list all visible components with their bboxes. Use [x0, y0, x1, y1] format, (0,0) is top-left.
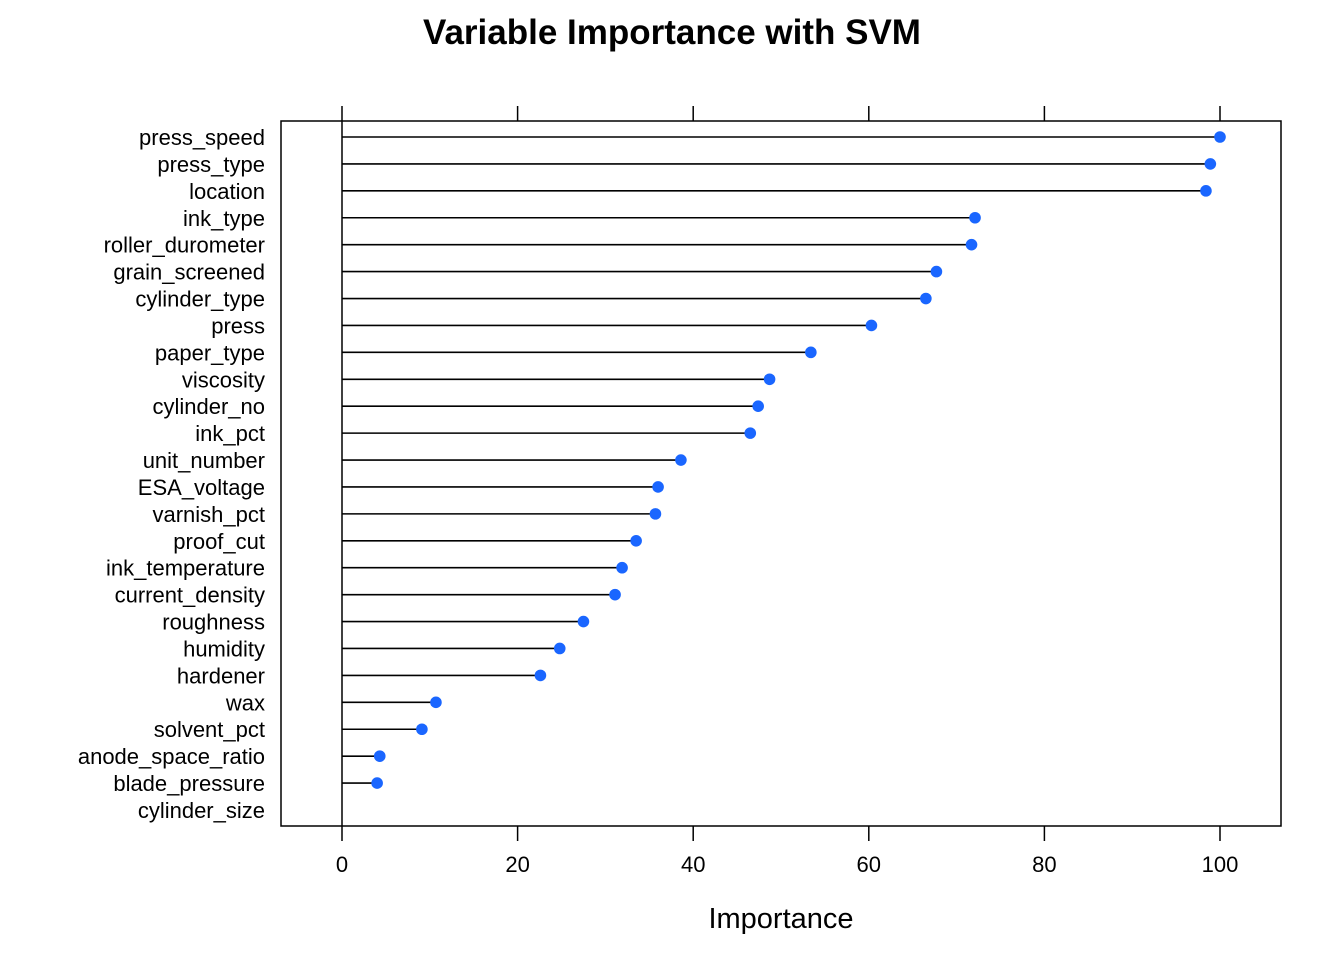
category-label: press_speed: [139, 125, 265, 150]
point-press_type: [1204, 158, 1217, 170]
point-anode_space_ratio: [373, 750, 386, 762]
category-label: cylinder_size: [138, 798, 265, 823]
point-paper_type: [805, 346, 817, 359]
data-points: [371, 131, 1226, 789]
lollipop-stems: [342, 136, 1220, 784]
x-tick-label: 60: [857, 852, 881, 877]
category-label: ink_pct: [195, 421, 265, 446]
category-label: viscosity: [182, 367, 265, 392]
point-current_density: [609, 588, 621, 601]
point-roughness: [577, 615, 590, 628]
x-tick-label: 100: [1202, 852, 1239, 877]
category-label: anode_space_ratio: [78, 744, 265, 769]
category-label: location: [189, 179, 265, 204]
category-label: solvent_pct: [154, 717, 265, 742]
category-label: grain_screened: [113, 260, 265, 285]
category-label: proof_cut: [173, 529, 265, 554]
point-solvent_pct: [416, 723, 428, 736]
category-label: humidity: [183, 636, 265, 661]
point-ink_type: [969, 211, 981, 224]
point-location: [1200, 185, 1212, 197]
point-proof_cut: [630, 535, 642, 547]
point-humidity: [553, 642, 566, 655]
point-viscosity: [763, 373, 776, 386]
category-label: roller_durometer: [104, 233, 265, 258]
point-ink_pct: [744, 427, 757, 439]
chart-title: Variable Importance with SVM: [423, 13, 921, 52]
category-label: roughness: [162, 610, 265, 635]
category-label: ink_temperature: [106, 556, 265, 581]
point-blade_pressure: [371, 777, 383, 789]
x-tick-label: 40: [681, 852, 705, 877]
category-labels: press_speedpress_typelocationink_typerol…: [78, 125, 265, 823]
category-label: hardener: [177, 663, 265, 688]
category-label: varnish_pct: [152, 502, 265, 527]
plot-frame: [280, 120, 1282, 827]
category-label: current_density: [115, 583, 265, 608]
point-ink_temperature: [616, 561, 628, 574]
point-roller_durometer: [965, 238, 978, 251]
point-cylinder_no: [752, 400, 764, 413]
category-label: press_type: [157, 152, 265, 177]
category-label: wax: [225, 690, 265, 715]
x-tick-label: 20: [505, 852, 529, 877]
x-tick-label: 80: [1032, 852, 1056, 877]
category-label: unit_number: [143, 448, 265, 473]
point-unit_number: [675, 454, 687, 466]
category-label: cylinder_no: [152, 394, 265, 419]
category-label: cylinder_type: [135, 287, 265, 312]
point-varnish_pct: [649, 508, 662, 520]
point-wax: [430, 696, 442, 709]
point-grain_screened: [930, 265, 943, 278]
point-ESA_voltage: [652, 481, 664, 493]
category-label: ink_type: [183, 206, 265, 231]
category-label: paper_type: [155, 340, 265, 365]
category-label: blade_pressure: [113, 771, 265, 796]
point-cylinder_type: [920, 292, 932, 305]
x-tick-label: 0: [336, 852, 348, 877]
point-hardener: [534, 669, 547, 682]
category-label: press: [211, 313, 265, 338]
point-press_speed: [1214, 131, 1226, 143]
category-label: ESA_voltage: [138, 475, 265, 500]
point-press: [865, 319, 878, 332]
x-axis: 0 20 40 60 80 100: [336, 106, 1238, 877]
x-axis-label: Importance: [708, 903, 853, 935]
